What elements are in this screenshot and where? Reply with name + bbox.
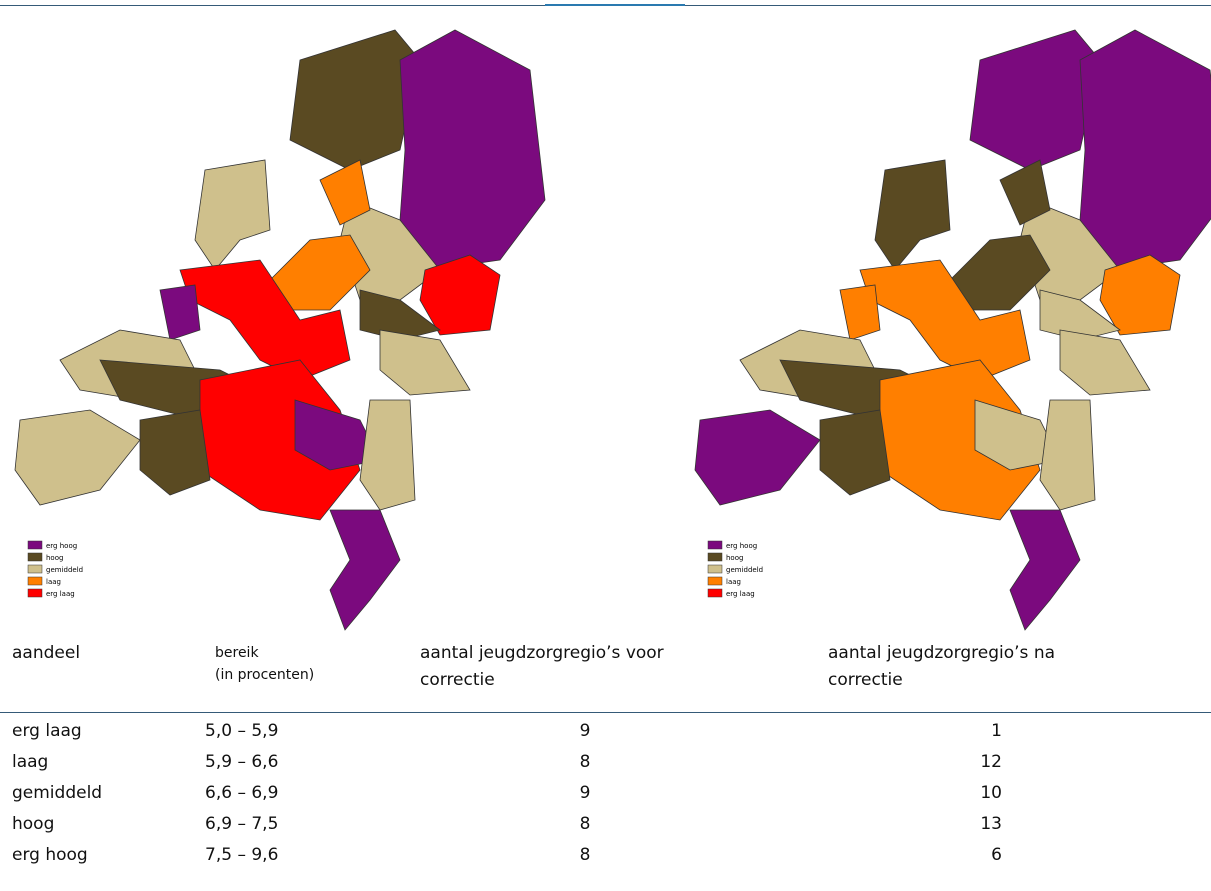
table-cell: 5,9 – 6,6 bbox=[205, 749, 278, 776]
legend-swatch bbox=[708, 553, 722, 561]
legend-label: erg hoog bbox=[46, 542, 77, 550]
legend-swatch bbox=[28, 565, 42, 573]
table-cell: aandeel bbox=[12, 640, 80, 667]
legend-swatch bbox=[28, 553, 42, 561]
table-cell: 5,0 – 5,9 bbox=[205, 718, 278, 745]
legend-swatch bbox=[28, 589, 42, 597]
legend-label: gemiddeld bbox=[726, 566, 763, 574]
region bbox=[380, 330, 470, 395]
region bbox=[1010, 510, 1080, 630]
region bbox=[360, 400, 415, 510]
table-cell: hoog bbox=[12, 811, 54, 838]
region bbox=[290, 30, 420, 170]
map: erg hoog hoog gemiddeld laag erg laag bbox=[695, 30, 1211, 630]
table-cell: 13 bbox=[900, 811, 1002, 838]
legend-swatch bbox=[708, 589, 722, 597]
legend-label: hoog bbox=[726, 554, 743, 562]
legend-label: laag bbox=[726, 578, 741, 586]
region bbox=[15, 410, 140, 505]
table-cell: 6 bbox=[900, 842, 1002, 869]
legend-swatch bbox=[28, 541, 42, 549]
legend-label: erg laag bbox=[46, 590, 75, 598]
legend-swatch bbox=[708, 577, 722, 585]
legend-swatch bbox=[708, 541, 722, 549]
table-cell: 8 bbox=[535, 811, 635, 838]
map: erg hoog hoog gemiddeld laag erg laag bbox=[15, 30, 545, 630]
region bbox=[330, 510, 400, 630]
table-cell: 6,9 – 7,5 bbox=[205, 811, 278, 838]
region bbox=[840, 285, 880, 340]
table-cell: gemiddeld bbox=[12, 780, 102, 807]
table-cell: 10 bbox=[900, 780, 1002, 807]
table-cell: 6,6 – 6,9 bbox=[205, 780, 278, 807]
table-cell: aantal jeugdzorgregio’s na correctie bbox=[828, 640, 1055, 694]
table-cell: aantal jeugdzorgregio’s voor correctie bbox=[420, 640, 664, 694]
table-cell: erg hoog bbox=[12, 842, 88, 869]
table-cell: laag bbox=[12, 749, 48, 776]
region bbox=[195, 160, 270, 270]
region bbox=[1060, 330, 1150, 395]
legend-label: hoog bbox=[46, 554, 63, 562]
table-cell: bereik (in procenten) bbox=[215, 642, 314, 686]
header-rule bbox=[0, 712, 1211, 713]
legend-label: gemiddeld bbox=[46, 566, 83, 574]
region bbox=[970, 30, 1100, 170]
region bbox=[140, 410, 210, 495]
table-cell: 1 bbox=[900, 718, 1002, 745]
region bbox=[820, 410, 890, 495]
region bbox=[695, 410, 820, 505]
legend-label: erg laag bbox=[726, 590, 755, 598]
legend-swatch bbox=[708, 565, 722, 573]
table-cell: 8 bbox=[535, 842, 635, 869]
table-cell: 9 bbox=[535, 780, 635, 807]
region bbox=[160, 285, 200, 340]
region bbox=[875, 160, 950, 270]
page: erg hooghooggemiddeldlaagerg laagerg hoo… bbox=[0, 0, 1211, 891]
region bbox=[1040, 400, 1095, 510]
legend-label: laag bbox=[46, 578, 61, 586]
table-cell: erg laag bbox=[12, 718, 82, 745]
legend-swatch bbox=[28, 577, 42, 585]
region bbox=[1080, 30, 1211, 270]
legend-label: erg hoog bbox=[726, 542, 757, 550]
table-cell: 12 bbox=[900, 749, 1002, 776]
region bbox=[400, 30, 545, 270]
table-cell: 7,5 – 9,6 bbox=[205, 842, 278, 869]
table-cell: 9 bbox=[535, 718, 635, 745]
table-cell: 8 bbox=[535, 749, 635, 776]
